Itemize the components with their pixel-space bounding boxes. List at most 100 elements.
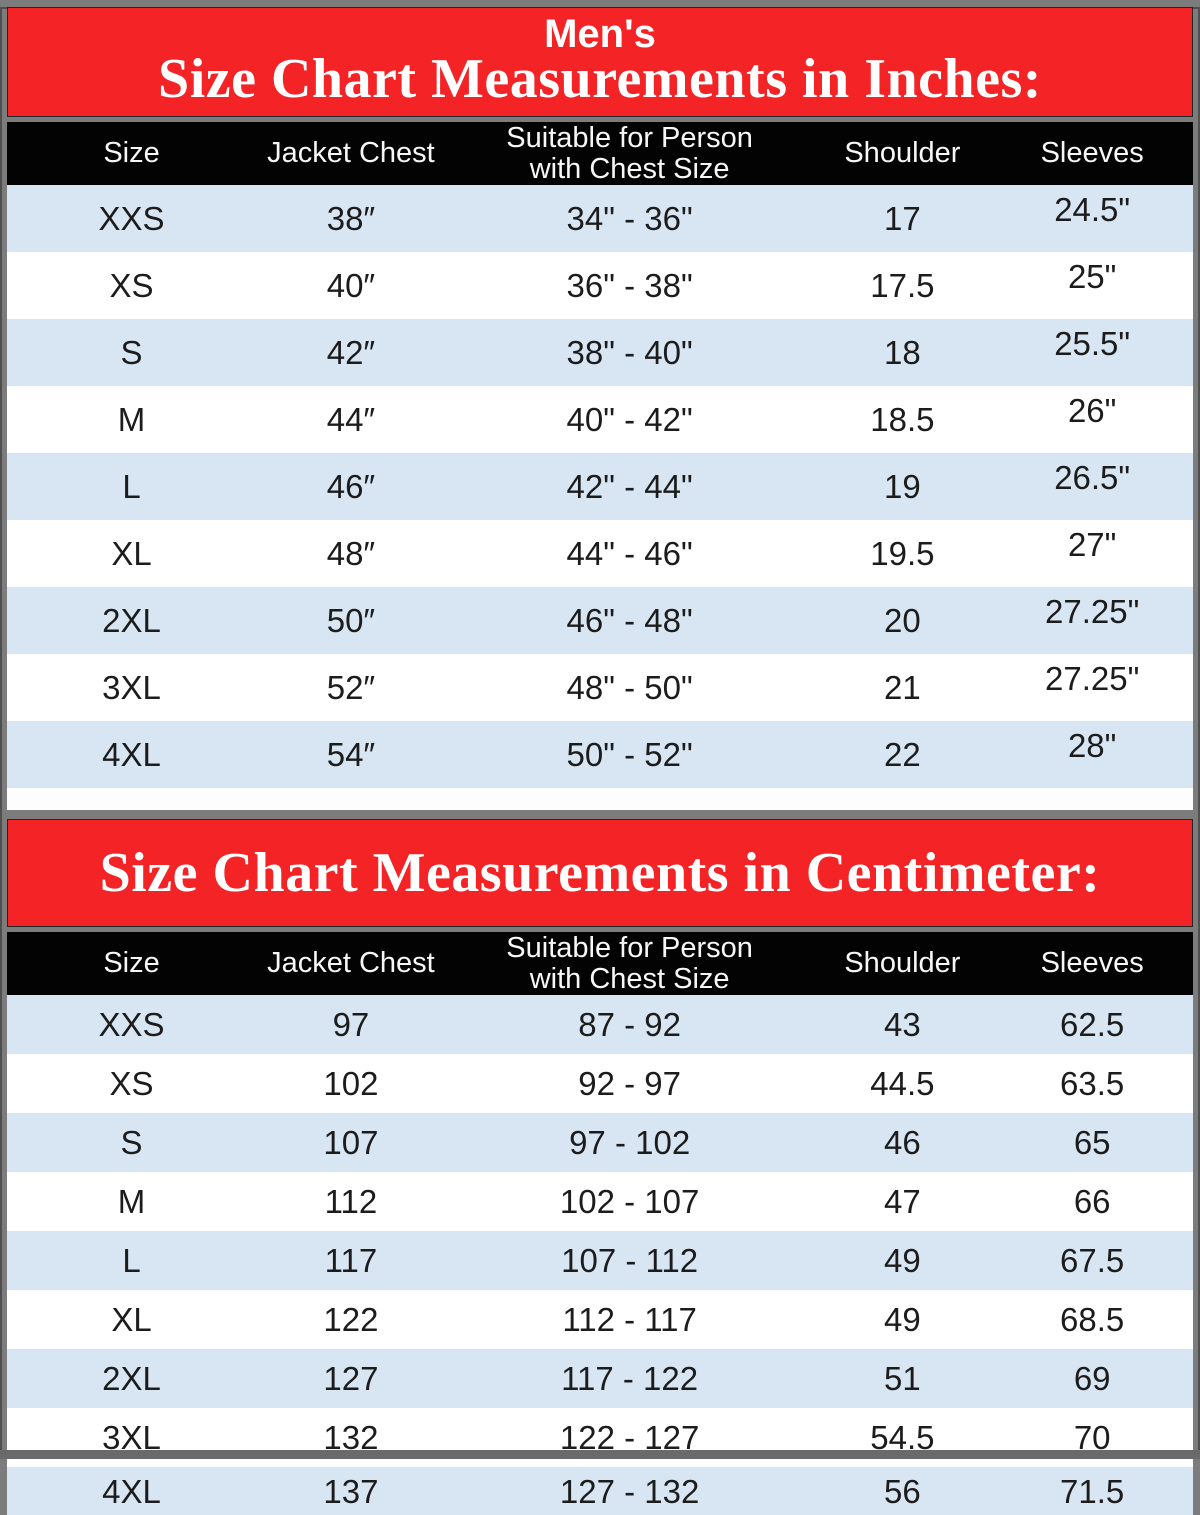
size-table-cm-body: XXS 97 87 - 92 43 62.5 XS 102 92 - 97 44.5 63.5 S 1… [7,995,1193,1515]
table-cell: 48" - 50" [566,669,693,706]
table-cell: S [120,1124,143,1161]
table-cell: 49 [884,1301,921,1338]
table-cell: 68.5 [1060,1301,1125,1338]
table-row: 4XL 137 127 - 132 56 71.5 [7,1467,1193,1515]
page-frame: Men's Size Chart Measurements in Inches:… [0,7,1200,1515]
table-cell: 48″ [326,535,376,572]
table-row: 3XL 52″ 48" - 50" 21 27.25" [7,654,1193,721]
table-cell: 18 [884,334,921,371]
table-cell: 66 [1073,1183,1111,1220]
table-cell: S [120,334,143,371]
table-cell: 34" - 36" [566,200,693,237]
table-cell: 112 [324,1183,378,1220]
table-cell: 63.5 [1060,1065,1125,1102]
column-header-jacket: Jacket Chest [256,932,446,995]
column-header-size: Size [7,122,257,185]
table-cell: XXS [98,1006,165,1043]
table-cell: 46" - 48" [566,602,693,639]
table-cell: 65 [1073,1124,1111,1161]
table-cell: 50″ [326,602,376,639]
table-cell: XL [111,535,152,572]
table-cell: 42″ [326,334,376,371]
table-cell: 51 [884,1360,921,1397]
table-cell: 26.5" [1054,459,1131,496]
table-cell: 28" [1067,727,1117,764]
table-row: XXS 38″ 34" - 36" 17 24.5" [7,185,1193,252]
table-cell: 17 [884,200,921,237]
banner-inches-title: Size Chart Measurements in Inches: [158,48,1042,110]
table-row: L 46″ 42" - 44" 19 26.5" [7,453,1193,520]
table-cell: 17.5 [870,267,935,304]
table-cell: 49 [884,1242,921,1279]
table-cell: XXS [98,200,165,237]
banner-inches-subtitle: Men's [544,12,656,56]
size-table-inches: Size Jacket Chest Suitable for Person wi… [7,122,1193,788]
table-cell: 38" - 40" [566,334,693,371]
column-header-shoulder: Shoulder [813,932,992,995]
table-cell: 137 [323,1472,379,1510]
table-cell: 112 - 117 [562,1301,697,1338]
table-row: XS 102 92 - 97 44.5 63.5 [7,1054,1193,1113]
table-cell: XS [109,267,154,304]
table-cell: 25.5" [1054,325,1131,362]
table-cell: 43 [884,1006,921,1043]
size-table-inches-body: XXS 38″ 34" - 36" 17 24.5" XS 40″ 36" - 38" 17.5… [7,185,1193,788]
table-cell: 132 [323,1419,379,1456]
table-cell: 19.5 [870,535,935,572]
table-cell: 21 [884,669,921,706]
column-header-suitable: Suitable for Person with Chest Size [445,122,814,185]
table-cell: 27.25" [1045,593,1140,630]
table-row: S 42″ 38" - 40" 18 25.5" [7,319,1193,386]
table-cell: 50" - 52" [566,736,693,773]
table-cell: 117 - 122 [561,1360,699,1397]
table-cell: 26" [1067,392,1117,429]
table-cell: 18.5 [870,401,935,438]
size-table-cm-header: Size Jacket Chest Suitable for Person wi… [7,932,1193,995]
table-cell: 71.5 [1060,1472,1125,1510]
table-cell: 102 - 107 [559,1183,700,1220]
table-cell: 46 [884,1124,921,1161]
table-row: XL 48″ 44" - 46" 19.5 27" [7,520,1193,587]
banner-inches: Men's Size Chart Measurements in Inches: [7,7,1193,117]
table-row: 2XL 50″ 46" - 48" 20 27.25" [7,587,1193,654]
table-cell: 27" [1067,526,1117,563]
table-row: L 117 107 - 112 49 67.5 [7,1231,1193,1290]
table-cell: M [117,401,146,438]
table-row: XS 40″ 36" - 38" 17.5 25" [7,252,1193,319]
table-cell: 2XL [102,602,161,639]
table-cell: 70 [1073,1419,1111,1456]
column-header-size: Size [7,932,257,995]
table-cell: 62.5 [1060,1006,1125,1043]
table-cell: 44" - 46" [566,535,693,572]
table-cell: 69 [1073,1360,1111,1397]
table-cell: 97 - 102 [569,1124,691,1161]
size-chart-image: { "colors": { "accent_red": "#f42326", "… [0,7,1200,1515]
table-cell: 52″ [326,669,376,706]
column-header-suitable: Suitable for Person with Chest Size [445,932,814,995]
banner-cm-title: Size Chart Measurements in Centimeter: [99,842,1101,904]
table-cell: M [117,1183,146,1220]
table-cell: 102 [323,1065,379,1102]
table-cell: 4XL [102,736,161,773]
banner-cm: Size Chart Measurements in Centimeter: [7,819,1193,927]
table-cell: 3XL [102,1419,161,1456]
size-table-inches-header: Size Jacket Chest Suitable for Person wi… [7,122,1193,185]
table-cell: 19 [884,468,921,505]
table-cell: 127 - 132 [559,1472,700,1510]
table-cell: 107 [323,1124,379,1161]
column-header-jacket: Jacket Chest [256,122,446,185]
table-cell: 107 - 112 [561,1242,699,1279]
table-row: 4XL 54″ 50" - 52" 22 28" [7,721,1193,788]
table-cell: 117 [324,1242,378,1279]
table-cell: 47 [884,1183,921,1220]
table-cell: 54.5 [870,1419,935,1456]
size-table-cm: Size Jacket Chest Suitable for Person wi… [7,932,1193,1515]
table-cell: 20 [884,602,921,639]
table-cell: XS [109,1065,154,1102]
table-cell: 24.5" [1054,191,1131,228]
table-cell: 44″ [326,401,376,438]
table-cell: 122 [323,1301,379,1338]
column-header-sleeves: Sleeves [991,932,1193,995]
table-row: M 44″ 40" - 42" 18.5 26" [7,386,1193,453]
table-cell: 44.5 [870,1065,935,1102]
